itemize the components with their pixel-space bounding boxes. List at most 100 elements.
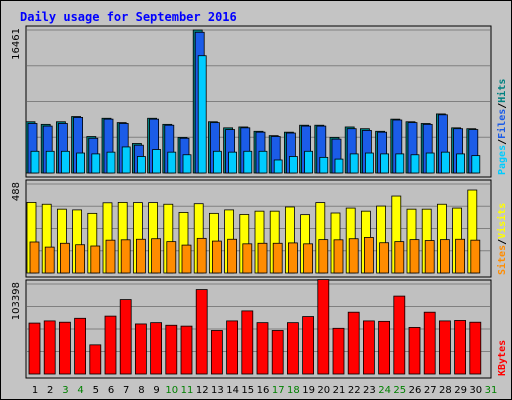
day-label: 12 [196,385,209,396]
bar-sites [424,240,435,274]
day-label: 25 [393,385,406,396]
day-label: 1 [32,385,38,396]
bar-sites [196,237,207,274]
bar-kbytes [378,320,391,375]
bar-sites [242,243,253,274]
day-label: 9 [153,385,159,396]
day-axis: 1 2 3 4 5 6 7 8 9 10 11 12 13 14 15 16 17 18 19 20 21 22 23 24 2… [32,385,498,396]
bar-pages [197,55,207,174]
bar-sites [75,244,85,274]
bar-sites [303,243,314,274]
day-label: 27 [424,385,437,396]
bar-pages [61,150,70,174]
bar-sites [211,240,222,274]
day-label: 19 [302,385,315,396]
bar-sites [90,245,101,274]
day-label: 14 [226,385,239,396]
bar-pages [304,150,314,174]
bar-kbytes [286,322,299,375]
bar-kbytes [134,323,147,375]
bar-sites [272,242,283,274]
day-label: 3 [62,385,68,396]
day-label: 31 [485,385,498,396]
bar-kbytes [347,311,360,375]
chart-legends: Pages/Files/Hits Sites/Visits KBytes [496,79,508,376]
day-label: 29 [454,385,467,396]
bar-pages [30,150,40,174]
bar-pages [91,153,101,174]
bar-kbytes [150,322,163,375]
day-label: 28 [439,385,452,396]
day-label: 21 [333,385,346,396]
day-label: 24 [378,385,391,396]
day-label: 4 [77,385,83,396]
day-label: 8 [138,385,144,396]
bar-kbytes [393,295,406,375]
bar-pages [258,150,268,174]
bar-sites [409,239,420,274]
bar-pages [45,150,55,174]
bar-kbytes [43,320,56,375]
panel-kbytes: 103398 [11,279,492,379]
day-label: 16 [257,385,270,396]
legend-top: Pages/Files/Hits [496,79,508,175]
bar-kbytes [74,317,86,375]
bar-pages [76,152,85,174]
bar-sites [105,239,116,274]
bar-pages [152,149,162,174]
day-label: 30 [469,385,482,396]
day-label: 6 [108,385,114,396]
bar-kbytes [226,320,239,375]
bar-kbytes [317,279,330,375]
bar-pages [425,152,435,174]
bar-kbytes [28,322,41,375]
day-label: 17 [272,385,285,396]
day-label: 22 [348,385,361,396]
bar-sites [44,246,55,274]
chart-panels: 16461 488 103398 [11,25,492,379]
bar-kbytes [302,316,315,375]
y-max-label: 103398 [11,282,22,320]
bar-kbytes [119,299,132,375]
bar-kbytes [180,325,193,375]
day-label: 5 [93,385,99,396]
bar-sites [348,238,359,274]
bar-sites [363,237,374,274]
bar-pages [364,152,374,174]
bar-pages [288,156,298,174]
bar-sites [257,242,268,274]
bar-sites [333,239,344,274]
bar-pages [167,151,177,174]
bar-pages [136,156,146,174]
day-label: 18 [287,385,300,396]
legend-middle: Sites/Visits [496,203,508,275]
bar-pages [456,153,466,174]
y-max-label: 488 [11,182,22,201]
day-label: 20 [317,385,330,396]
bar-kbytes [271,330,284,375]
bar-sites [29,241,40,274]
bar-pages [319,156,329,174]
day-label: 15 [241,385,254,396]
bar-sites [439,239,450,274]
day-label: 23 [363,385,376,396]
bar-sites [181,244,192,274]
day-label: 11 [181,385,194,396]
bar-kbytes [469,321,482,375]
bar-sites [227,238,238,274]
bar-pages [471,155,481,174]
panel-visits_sites: 488 [11,179,492,278]
bar-pages [182,154,192,174]
bar-sites [455,238,466,274]
bar-pages [349,153,359,174]
bar-sites [287,242,298,274]
day-label: 26 [409,385,422,396]
bar-pages [243,150,253,174]
legend-bottom: KBytes [497,340,508,376]
bar-kbytes [89,344,102,375]
bar-kbytes [241,310,254,375]
day-label: 13 [211,385,224,396]
bar-sites [470,239,481,274]
